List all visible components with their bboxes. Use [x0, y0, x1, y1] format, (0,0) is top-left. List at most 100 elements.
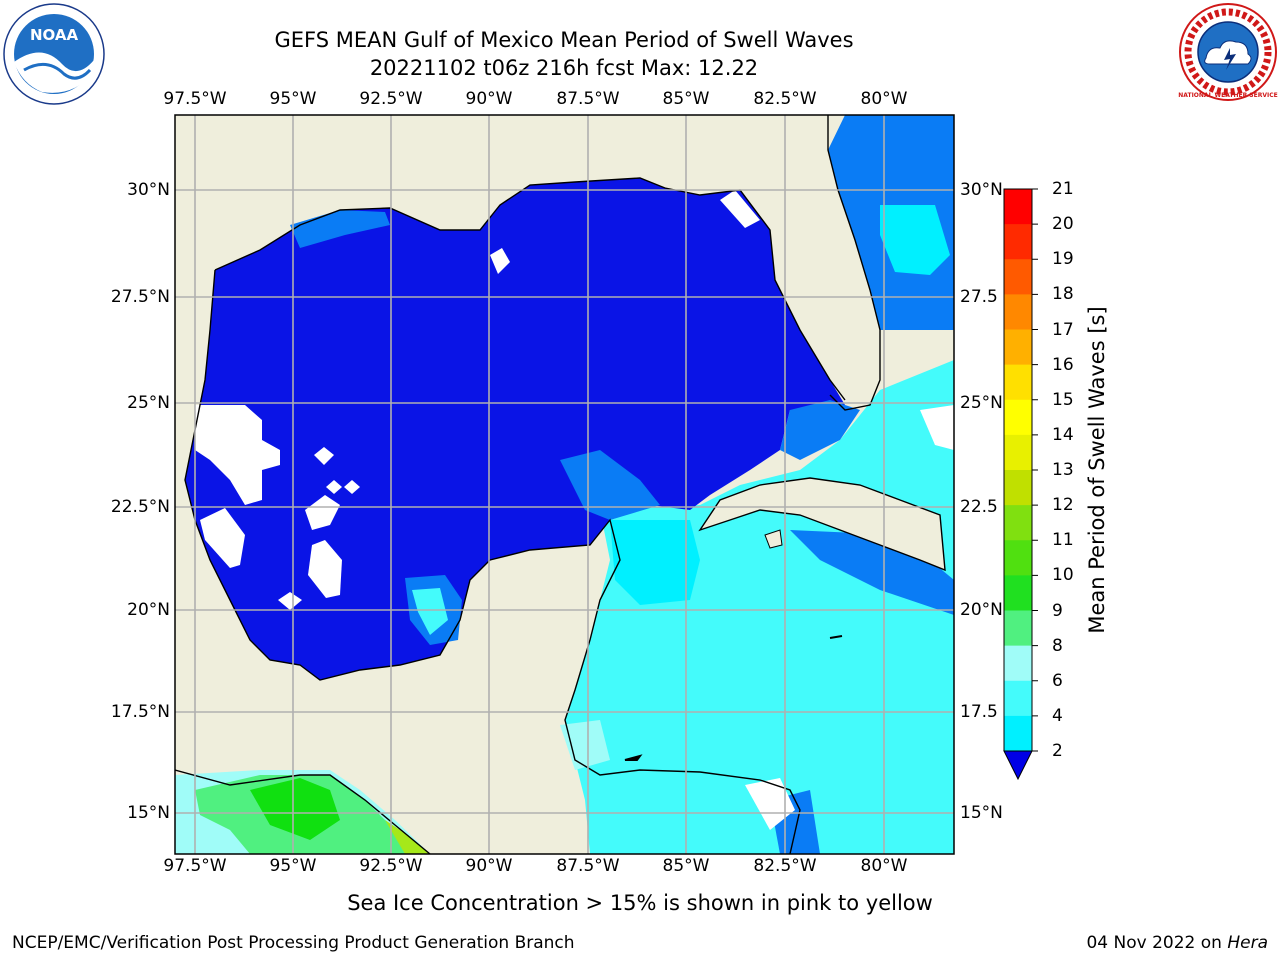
colorbar-tick-label: 8: [1052, 635, 1063, 656]
florida-keys-blue: [780, 400, 860, 460]
colorbar-tick-label: 19: [1052, 249, 1074, 270]
lat-tick-right: 22.5: [960, 497, 998, 517]
campeche-cyan-patch: [412, 588, 448, 635]
lon-tick-top: 85°W: [662, 89, 710, 109]
colorbar-label: Mean Period of Swell Waves [s]: [1085, 306, 1109, 634]
colorbar-segment: [1004, 645, 1032, 682]
no-data-patch: [200, 508, 245, 568]
colorbar-segment: [1004, 399, 1032, 436]
chart-title: GEFS MEAN Gulf of Mexico Mean Period of …: [274, 28, 854, 52]
colorbar-segment: [1004, 434, 1032, 471]
colorbar-tick-label: 21: [1052, 179, 1074, 199]
colorbar-segment: [1004, 505, 1032, 541]
colorbar-segment: [1004, 575, 1032, 611]
noaa-logo-text: NOAA: [30, 26, 79, 44]
chart-subtitle: 20221102 t06z 216h fcst Max: 12.22: [369, 56, 759, 80]
colorbar-tick-label: 18: [1052, 284, 1074, 305]
colorbar-extend-triangle: [1003, 750, 1033, 781]
map-frame: [174, 114, 955, 855]
lat-tick-right: 30°N: [960, 180, 1003, 200]
colorbar-tick-label: 14: [1052, 424, 1074, 445]
lat-tick-right: 15°N: [960, 803, 1003, 823]
no-data-patch: [344, 480, 360, 494]
caribbean-swell-region: [565, 360, 954, 854]
colorbar-segment: [1004, 259, 1032, 295]
colorbar: [1003, 188, 1038, 781]
no-data-patch: [305, 495, 340, 530]
colorbar-tick-label: 6: [1052, 670, 1063, 691]
colorbar-segment: [1004, 224, 1032, 260]
lat-tick-left: 30°N: [127, 180, 170, 200]
colorbar-segment: [1004, 540, 1032, 576]
no-data-patch: [490, 248, 510, 274]
no-data-patch: [314, 447, 334, 465]
lon-tick-bottom: 82.5°W: [753, 856, 817, 876]
yucatan-basin-blue: [560, 450, 660, 520]
honduras-pale-patch: [560, 720, 610, 770]
lat-tick-left: 22.5°N: [110, 497, 170, 517]
lat-tick-right: 17.5: [960, 702, 998, 722]
lat-tick-left: 15°N: [127, 803, 170, 823]
lon-tick-bottom: 97.5°W: [163, 856, 227, 876]
no-data-patch: [720, 190, 760, 228]
footer-date: 04 Nov 2022 on Hera: [1086, 933, 1268, 953]
no-data-patch: [326, 480, 342, 494]
lon-tick-top: 95°W: [269, 89, 317, 109]
no-data-patch: [920, 405, 954, 450]
lon-tick-top: 90°W: [465, 89, 513, 109]
colorbar-tick-label: 16: [1052, 354, 1074, 375]
nws-logo-text: NATIONAL WEATHER SERVICE: [1178, 92, 1277, 99]
colorbar-segment: [1004, 715, 1032, 752]
lat-tick-left: 27.5°N: [110, 287, 170, 307]
colorbar-segment: [1004, 189, 1032, 225]
footer-organization: NCEP/EMC/Verification Post Processing Pr…: [12, 933, 575, 953]
colorbar-tick-label: 13: [1052, 460, 1074, 480]
lat-tick-right: 27.5: [960, 287, 998, 307]
lon-tick-bottom: 90°W: [465, 856, 513, 876]
colorbar-segment: [1004, 680, 1032, 717]
no-data-patch: [308, 540, 342, 598]
colorbar-segment: [1004, 470, 1032, 506]
lon-tick-top: 80°W: [860, 89, 908, 109]
no-data-patch: [278, 592, 302, 610]
colorbar-tick-label: 11: [1052, 530, 1074, 551]
colorbar-tick-label: 9: [1052, 600, 1063, 621]
pacific-bright-green-patch: [250, 778, 340, 840]
colorbar-tick-label: 10: [1052, 565, 1074, 586]
sea-ice-caption: Sea Ice Concentration > 15% is shown in …: [347, 891, 933, 915]
colorbar-tick-label: 12: [1052, 495, 1074, 516]
colorbar-tick-label: 4: [1052, 705, 1063, 726]
lon-tick-bottom: 92.5°W: [359, 856, 423, 876]
lon-tick-top: 87.5°W: [556, 89, 620, 109]
lon-tick-bottom: 87.5°W: [556, 856, 620, 876]
colorbar-segment: [1004, 294, 1032, 330]
isla-de-la-juventud: [764, 529, 783, 549]
lat-tick-right: 20°N: [960, 600, 1003, 620]
gulf-swell-region: [185, 178, 845, 680]
lon-tick-top: 82.5°W: [753, 89, 817, 109]
colorbar-tick-label: 15: [1052, 389, 1074, 410]
colorbar-tick-label: 2: [1052, 741, 1063, 761]
lon-tick-top: 97.5°W: [163, 89, 227, 109]
lat-tick-left: 25°N: [127, 393, 170, 413]
lon-tick-bottom: 85°W: [662, 856, 710, 876]
colorbar-segment: [1004, 329, 1032, 366]
noaa-logo-icon: NOAA: [3, 3, 105, 105]
lat-tick-left: 20°N: [127, 600, 170, 620]
footer-machine: Hera: [1227, 933, 1268, 953]
colorbar-segment: [1004, 610, 1032, 647]
lat-tick-right: 25°N: [960, 393, 1003, 413]
lon-tick-bottom: 80°W: [860, 856, 908, 876]
atlantic-cyan-patch: [880, 205, 950, 275]
lon-tick-bottom: 95°W: [269, 856, 317, 876]
no-data-patch: [195, 405, 280, 505]
lon-tick-top: 92.5°W: [359, 89, 423, 109]
no-data-patch: [745, 778, 795, 830]
lat-tick-left: 17.5°N: [110, 702, 170, 722]
colorbar-segment: [1004, 364, 1032, 401]
colorbar-tick-label: 17: [1052, 319, 1074, 340]
footer-date-text: 04 Nov 2022 on: [1086, 933, 1228, 953]
colorbar-tick-label: 20: [1052, 214, 1074, 235]
yucatan-channel-cyan: [610, 520, 700, 605]
